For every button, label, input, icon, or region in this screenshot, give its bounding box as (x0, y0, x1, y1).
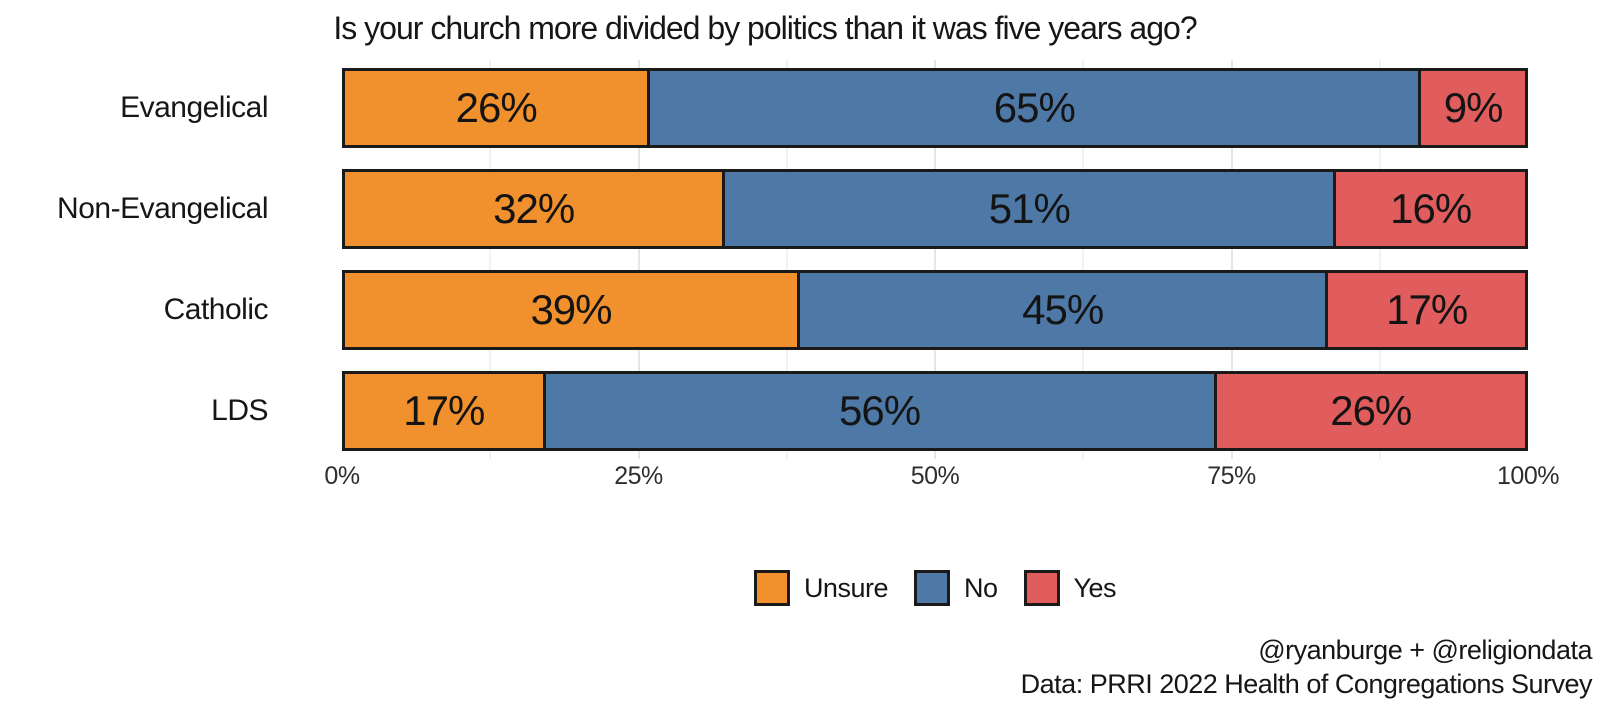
bar-value-label: 26% (1330, 387, 1412, 434)
legend-item-yes: Yes (1023, 570, 1117, 606)
legend-swatch-yes (1023, 570, 1060, 606)
bar-value-label: 45% (1022, 286, 1104, 333)
bar-segment-yes: 26% (1216, 371, 1528, 451)
x-tick-label: 75% (1207, 462, 1256, 490)
gridline-minor (1378, 60, 1381, 459)
bar-row: 32% 51% 16% (342, 169, 1528, 249)
legend-label: Unsure (803, 572, 889, 603)
bar-value-label: 65% (993, 84, 1076, 131)
category-label: Catholic (163, 293, 269, 326)
caption: @ryanburge + @religiondata Data: PRRI 20… (1020, 633, 1593, 701)
bar-segment-unsure: 39% (342, 270, 800, 350)
legend-label: Yes (1073, 572, 1117, 603)
category-axis: Evangelical Non-Evangelical Catholic LDS (0, 60, 268, 459)
x-tick-label: 25% (614, 462, 663, 490)
bar-segment-no: 56% (545, 371, 1217, 451)
legend-swatch-unsure (753, 570, 790, 606)
legend-item-unsure: Unsure (753, 570, 889, 606)
legend-label: No (963, 572, 998, 603)
category-label: LDS (211, 394, 268, 427)
bar-value-label: 17% (1386, 286, 1468, 333)
plot-panel: 26% 65% 9% 32% 51% 16% 39% 45% 17% 17% 56% 26% (342, 60, 1528, 459)
bar-segment-no: 51% (725, 169, 1337, 249)
bar-value-label: 32% (493, 185, 575, 232)
gridline-minor (785, 60, 788, 459)
bar-row: 17% 56% 26% (342, 371, 1528, 451)
bar-value-label: 17% (403, 387, 485, 434)
x-tick-label: 50% (910, 462, 960, 490)
category-label: Evangelical (120, 91, 268, 124)
bar-value-label: 9% (1443, 84, 1504, 131)
bar-segment-unsure: 17% (342, 371, 546, 451)
bar-segment-yes: 17% (1328, 270, 1528, 350)
bar-value-label: 51% (988, 185, 1071, 232)
bar-segment-yes: 16% (1336, 169, 1528, 249)
caption-line-2: Data: PRRI 2022 Health of Congregations … (1020, 669, 1593, 699)
gridline-major (637, 60, 640, 459)
bar-value-label: 56% (839, 387, 921, 434)
bar-row: 39% 45% 17% (342, 270, 1528, 350)
bar-segment-unsure: 26% (342, 68, 651, 148)
chart-title: Is your church more divided by politics … (333, 10, 1197, 46)
bar-segment-unsure: 32% (342, 169, 726, 249)
gridline-major (1230, 60, 1233, 459)
bar-value-label: 26% (455, 84, 538, 131)
gridline-major (934, 60, 936, 459)
x-tick-label: 0% (324, 462, 360, 490)
bar-row: 26% 65% 9% (342, 68, 1528, 148)
x-axis: 0% 25% 50% 75% 100% (324, 462, 1559, 494)
legend-swatch-no (913, 570, 950, 606)
caption-line-1: @ryanburge + @religiondata (1258, 635, 1592, 665)
category-label: Non-Evangelical (57, 192, 268, 225)
bar-value-label: 39% (530, 286, 612, 333)
bar-value-label: 16% (1390, 185, 1472, 232)
legend-item-no: No (913, 570, 998, 606)
gridline-minor (1082, 60, 1085, 459)
legend: Unsure No Yes (342, 568, 1528, 608)
gridline-minor (489, 60, 492, 459)
bar-segment-no: 65% (650, 68, 1422, 148)
bar-segment-yes: 9% (1421, 68, 1528, 148)
bar-segment-no: 45% (799, 270, 1329, 350)
x-tick-label: 100% (1497, 462, 1559, 490)
